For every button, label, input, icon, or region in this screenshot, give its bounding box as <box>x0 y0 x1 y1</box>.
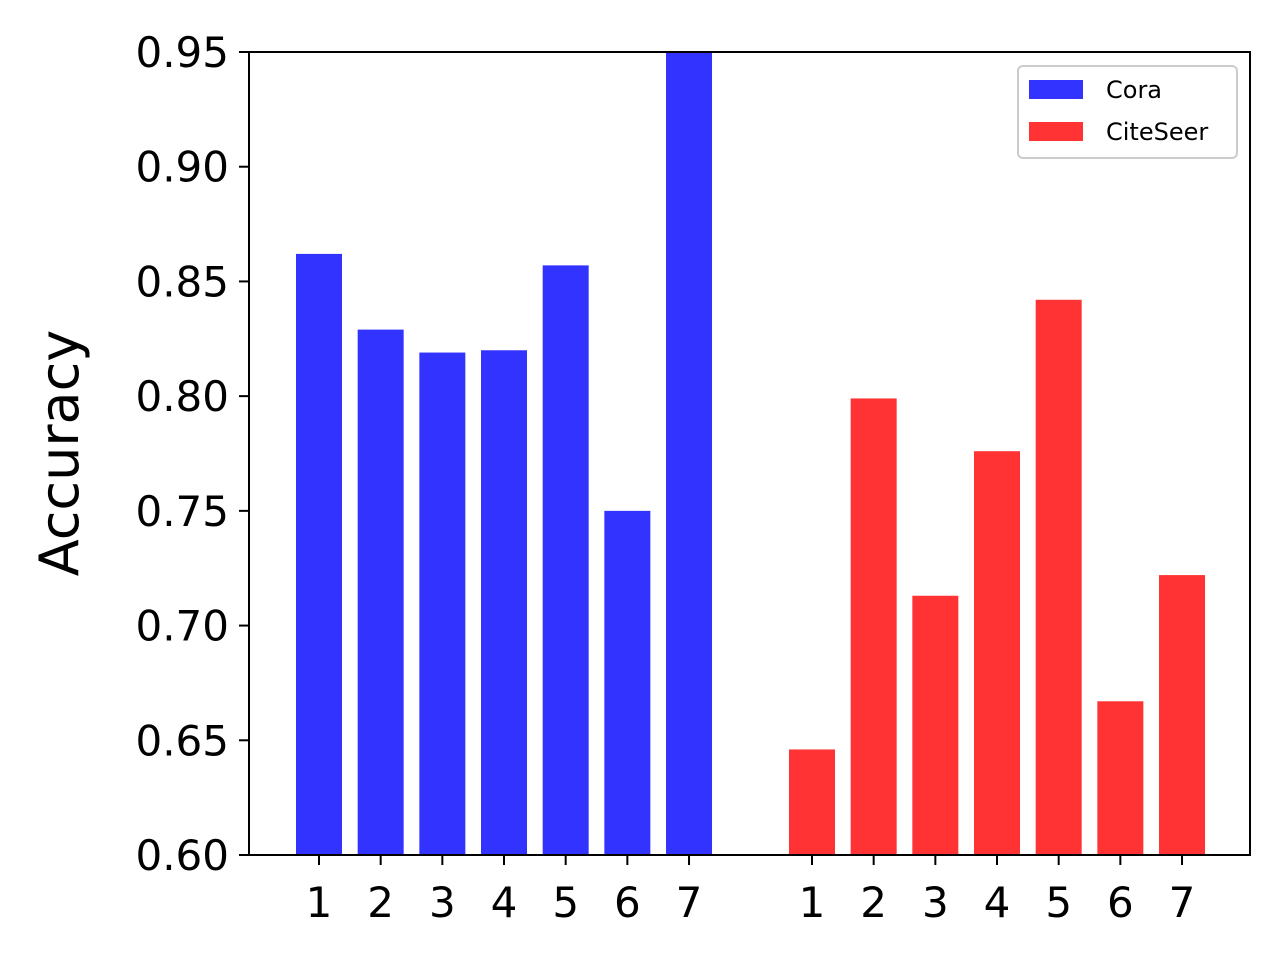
bar-cora-4 <box>481 350 528 855</box>
y-axis-title: Accuracy <box>28 330 91 577</box>
bar-cora-6 <box>604 510 651 855</box>
legend: Cora CiteSeer <box>1017 65 1238 159</box>
x-tick-label: 4 <box>491 878 518 927</box>
bar-cora-2 <box>357 329 404 855</box>
legend-swatch-cora <box>1029 80 1083 99</box>
y-tick-label: 0.65 <box>135 716 229 765</box>
x-tick-label: 3 <box>922 878 949 927</box>
y-tick-label: 0.70 <box>135 602 229 651</box>
x-tick-label: 4 <box>984 878 1011 927</box>
bar-citeseer-4 <box>974 451 1021 855</box>
y-tick-label: 0.60 <box>135 831 229 880</box>
bar-cora-7 <box>666 52 713 855</box>
bar-cora-3 <box>419 352 466 855</box>
bars-layer <box>296 52 1206 856</box>
bar-citeseer-5 <box>1035 299 1082 856</box>
bar-citeseer-2 <box>850 398 897 855</box>
bar-cora-5 <box>542 265 589 856</box>
x-tick-label: 6 <box>614 878 641 927</box>
y-axis: 0.60 0.65 0.70 0.75 0.80 0.85 0.90 0.95 <box>135 28 249 880</box>
bar-cora-1 <box>296 253 342 855</box>
y-tick-label: 0.95 <box>135 28 229 77</box>
plot-frame <box>248 51 1251 856</box>
x-tick-label: 1 <box>799 878 826 927</box>
x-tick-label: 1 <box>306 878 333 927</box>
legend-swatch-citeseer <box>1029 122 1083 141</box>
legend-label-cora: Cora <box>1106 76 1162 104</box>
x-tick-label: 5 <box>1045 878 1072 927</box>
bar-citeseer-3 <box>912 595 959 855</box>
x-tick-label: 3 <box>429 878 456 927</box>
legend-label-citeseer: CiteSeer <box>1106 118 1208 146</box>
x-tick-label: 2 <box>860 878 887 927</box>
bar-citeseer-1 <box>789 749 835 855</box>
y-tick-label: 0.85 <box>135 257 229 306</box>
x-tick-label: 7 <box>676 878 703 927</box>
bar-citeseer-7 <box>1159 575 1206 855</box>
y-tick-label: 0.90 <box>135 143 229 192</box>
y-tick-label: 0.75 <box>135 487 229 536</box>
y-tick-label: 0.80 <box>135 372 229 421</box>
x-tick-label: 5 <box>552 878 579 927</box>
bar-citeseer-6 <box>1097 701 1144 855</box>
x-tick-label: 7 <box>1169 878 1196 927</box>
x-tick-label: 2 <box>367 878 394 927</box>
x-tick-label: 6 <box>1107 878 1134 927</box>
